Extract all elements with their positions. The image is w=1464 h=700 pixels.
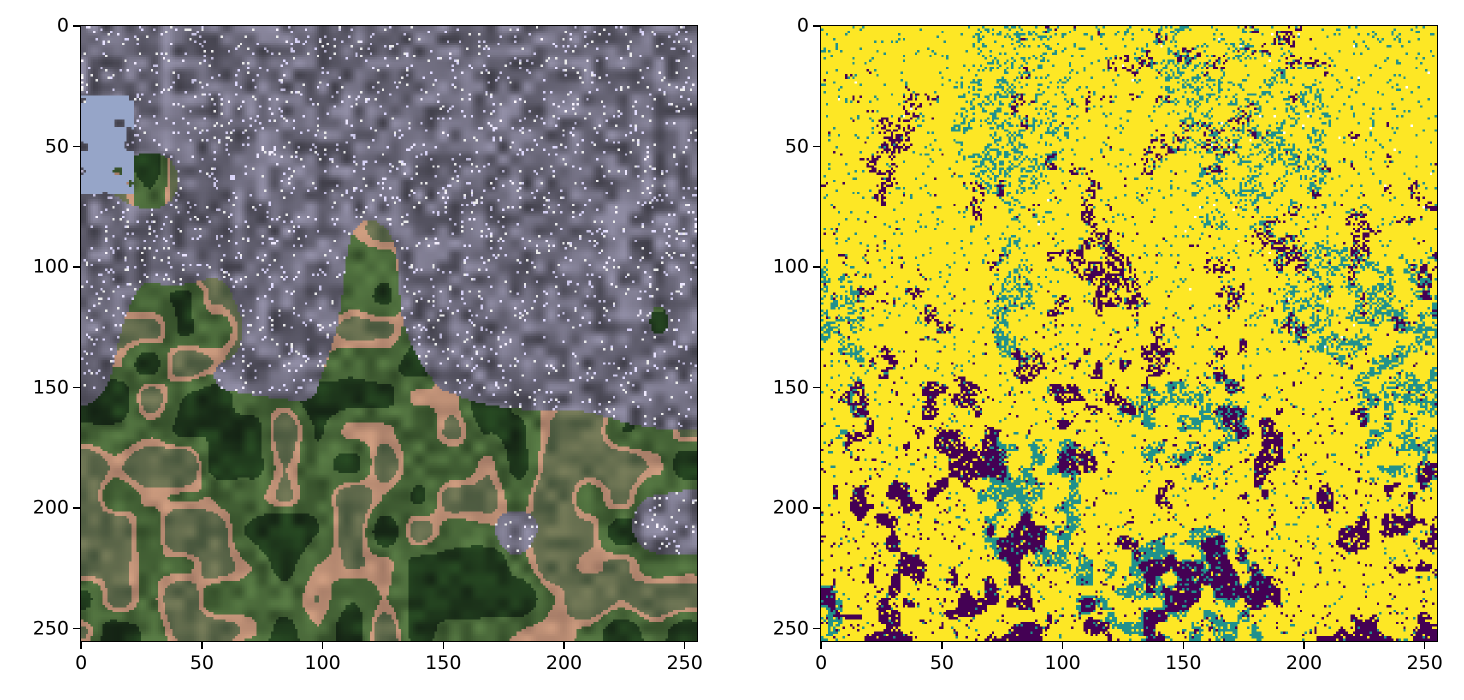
y-tick-label: 200: [772, 496, 809, 519]
x-tick-mark: [1182, 642, 1185, 649]
x-tick-label: 150: [425, 652, 462, 674]
x-tick-mark: [683, 642, 686, 649]
classification-axes: [820, 25, 1438, 642]
y-tick-mark: [73, 507, 80, 509]
x-tick-mark: [80, 642, 82, 649]
y-tick-label: 250: [772, 617, 809, 640]
rgb-image-axes: [80, 25, 698, 642]
y-tick-mark: [73, 145, 80, 148]
x-tick-mark: [941, 642, 943, 649]
x-tick-label: 200: [1285, 652, 1323, 674]
y-tick-label: 200: [32, 496, 69, 519]
x-tick-mark: [563, 642, 565, 649]
classification-map: [821, 26, 1437, 641]
y-tick-label: 150: [772, 376, 809, 399]
y-tick-label: 250: [32, 617, 69, 640]
x-tick-label: 250: [666, 652, 703, 674]
y-tick-label: 100: [32, 255, 69, 278]
y-tick-mark: [813, 25, 820, 27]
x-tick-mark: [1423, 642, 1426, 649]
y-tick-label: 50: [44, 135, 69, 158]
x-tick-mark: [442, 642, 445, 649]
x-tick-mark: [201, 642, 203, 649]
x-tick-label: 250: [1406, 652, 1443, 674]
y-tick-mark: [813, 145, 820, 148]
x-tick-label: 50: [929, 652, 954, 674]
y-tick-label: 50: [784, 135, 809, 158]
x-tick-label: 0: [75, 652, 88, 674]
x-tick-mark: [820, 642, 822, 649]
x-tick-label: 0: [815, 652, 828, 674]
satellite-rgb-image: [81, 26, 697, 641]
x-tick-label: 200: [545, 652, 583, 674]
y-tick-mark: [813, 266, 820, 268]
x-tick-label: 100: [304, 652, 341, 674]
y-tick-mark: [813, 507, 820, 509]
x-tick-label: 100: [1044, 652, 1081, 674]
y-tick-label: 100: [772, 255, 809, 278]
y-tick-label: 0: [56, 14, 69, 37]
y-tick-mark: [813, 386, 820, 389]
x-tick-label: 150: [1165, 652, 1202, 674]
x-tick-mark: [321, 642, 324, 649]
y-tick-label: 150: [32, 376, 69, 399]
x-tick-mark: [1303, 642, 1305, 649]
y-tick-label: 0: [796, 14, 809, 37]
y-tick-mark: [73, 627, 80, 630]
y-tick-mark: [73, 266, 80, 268]
y-tick-mark: [813, 627, 820, 630]
x-tick-label: 50: [189, 652, 214, 674]
y-tick-mark: [73, 25, 80, 27]
x-tick-mark: [1061, 642, 1064, 649]
y-tick-mark: [73, 386, 80, 389]
